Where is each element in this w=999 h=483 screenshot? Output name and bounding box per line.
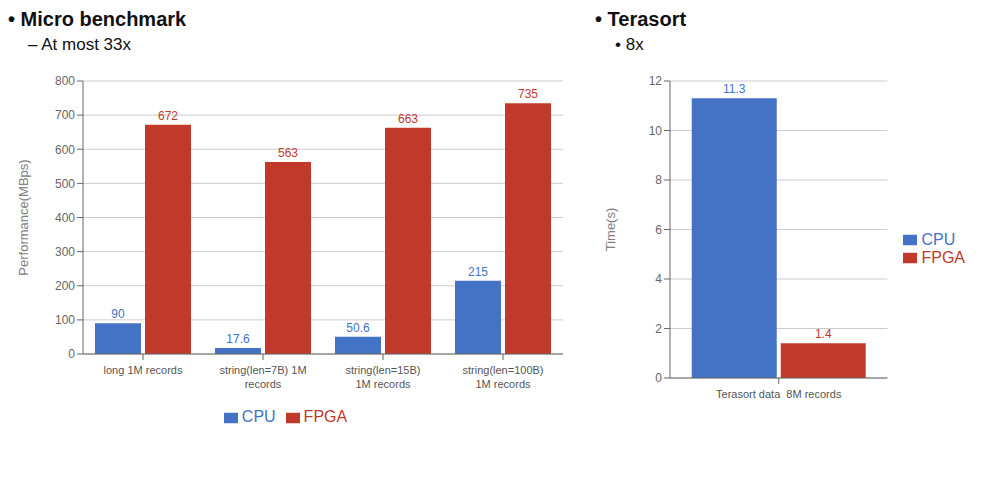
svg-text:400: 400 [55,211,75,225]
svg-text:Terasort data 8M records: Terasort data 8M records [716,388,842,400]
svg-text:663: 663 [398,112,418,126]
html-text:CPU: CPU [921,230,956,248]
svg-text:90: 90 [111,307,125,321]
svg-text:215: 215 [468,265,488,279]
html-text:• Micro benchmark: • Micro benchmark [8,8,187,30]
svg-text:8: 8 [655,173,662,187]
html-text:• 8x: • 8x [615,35,644,54]
svg-text:12: 12 [649,74,663,88]
svg-text:4: 4 [655,272,662,286]
svg-text:6: 6 [655,223,662,237]
html-text:– At most 33x: – At most 33x [28,35,131,54]
svg-text:600: 600 [55,143,75,157]
svg-text:long 1M records: long 1M records [104,364,183,376]
svg-text:0: 0 [68,347,75,361]
svg-text:735: 735 [518,87,538,101]
html-text:CPU: CPU [241,408,276,425]
svg-text:2: 2 [655,322,662,336]
svg-text:Performance(MBps): Performance(MBps) [16,159,31,275]
svg-text:Time(s): Time(s) [603,208,618,252]
svg-text:300: 300 [55,245,75,259]
html-text:FPGA: FPGA [303,408,348,425]
html-text:• Terasort: • Terasort [595,8,687,30]
svg-text:string(len=15B)1M records: string(len=15B)1M records [346,364,421,390]
svg-text:700: 700 [55,108,75,122]
svg-text:672: 672 [158,109,178,123]
svg-text:11.3: 11.3 [723,82,746,96]
svg-text:200: 200 [55,279,75,293]
svg-text:100: 100 [55,313,75,327]
svg-text:800: 800 [55,74,75,88]
svg-text:string(len=100B)1M records: string(len=100B)1M records [462,364,543,390]
svg-text:500: 500 [55,177,75,191]
html-text:FPGA: FPGA [921,248,965,266]
svg-text:10: 10 [649,124,663,138]
svg-text:50.6: 50.6 [346,321,370,335]
svg-text:string(len=7B) 1Mrecords: string(len=7B) 1Mrecords [219,364,306,390]
svg-text:1.4: 1.4 [815,327,832,341]
svg-text:0: 0 [655,371,662,385]
svg-text:563: 563 [278,146,298,160]
svg-text:17.6: 17.6 [226,332,250,346]
